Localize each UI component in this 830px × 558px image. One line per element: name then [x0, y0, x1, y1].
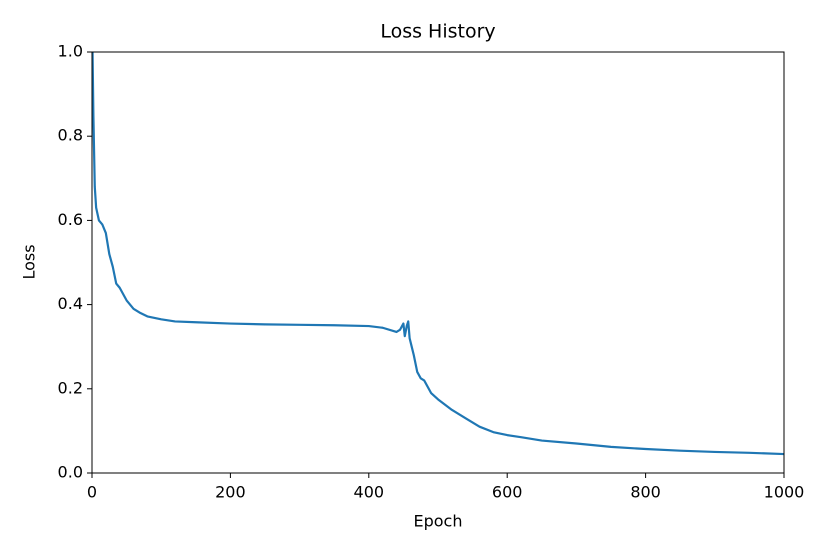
- y-tick-label: 0.4: [58, 294, 83, 313]
- plot-frame: [91, 51, 785, 474]
- chart-title: Loss History: [380, 21, 495, 43]
- y-tick-label: 0.8: [58, 126, 83, 145]
- x-axis-label: Epoch: [414, 512, 463, 531]
- x-tick-label: 800: [630, 483, 661, 502]
- y-tick-label: 0.6: [58, 210, 83, 229]
- y-tick-label: 0.0: [58, 463, 83, 482]
- x-tick-label: 200: [215, 483, 246, 502]
- y-tick-label: 1.0: [58, 42, 83, 61]
- y-tick-label: 0.2: [58, 378, 83, 397]
- x-tick-label: 0: [87, 483, 97, 502]
- loss-line: [92, 52, 784, 456]
- x-tick-label: 1000: [764, 483, 805, 502]
- x-tick-label: 400: [354, 483, 385, 502]
- y-axis-label: Loss: [20, 244, 39, 279]
- x-tick-label: 600: [492, 483, 523, 502]
